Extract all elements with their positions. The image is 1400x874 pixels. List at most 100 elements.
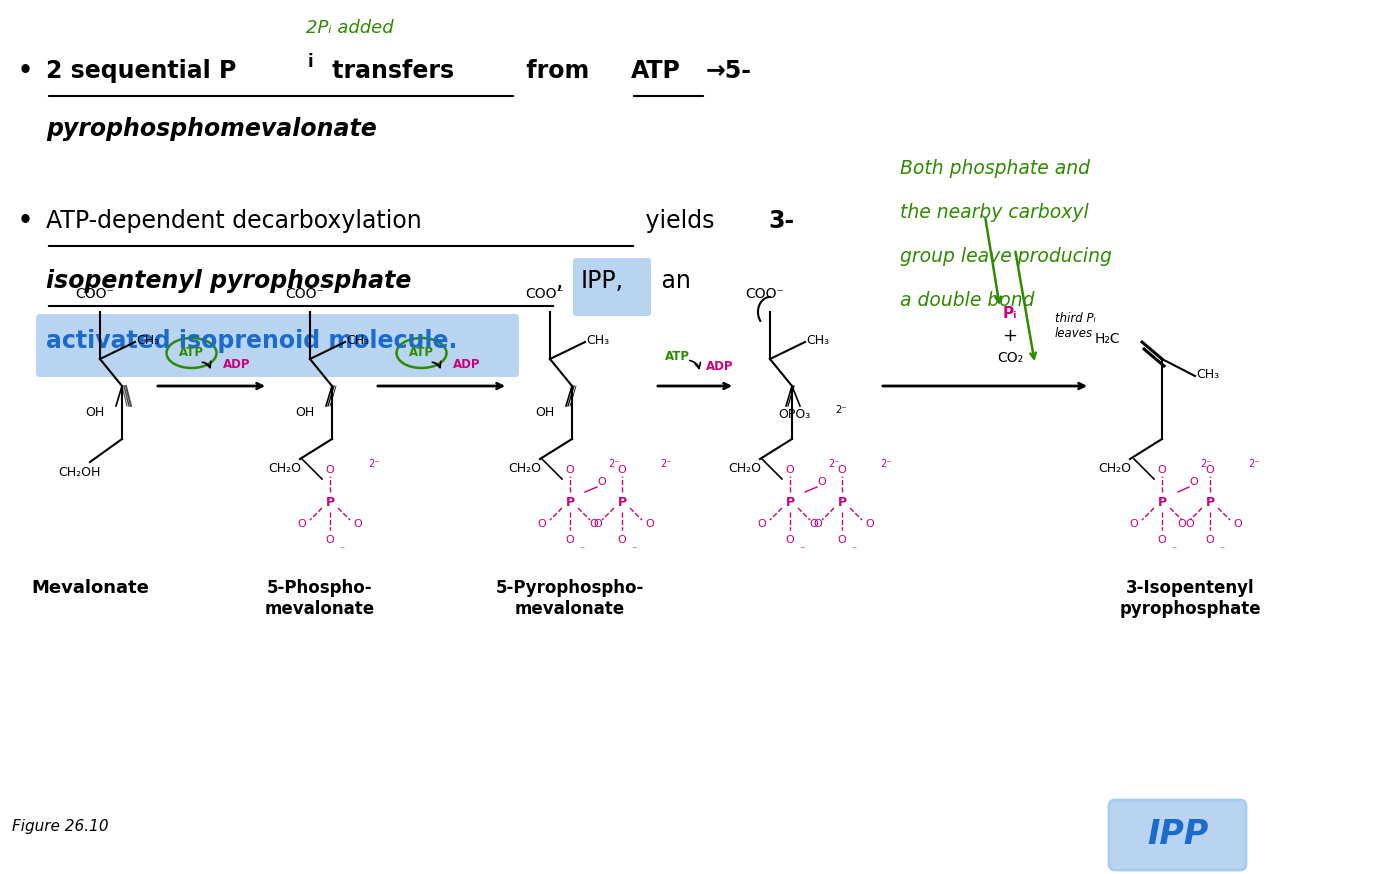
Text: O: O xyxy=(298,519,307,529)
Text: OPO₃: OPO₃ xyxy=(778,407,811,420)
Text: ⁻: ⁻ xyxy=(580,545,584,555)
Text: O: O xyxy=(1190,477,1198,487)
Text: →5-: →5- xyxy=(706,59,752,83)
Text: O: O xyxy=(1233,519,1242,529)
Text: 2⁻: 2⁻ xyxy=(827,459,840,469)
Text: O: O xyxy=(617,465,626,475)
Text: O: O xyxy=(865,519,875,529)
Text: 2⁻: 2⁻ xyxy=(659,459,672,469)
Text: O: O xyxy=(617,535,626,545)
Text: COO⁻: COO⁻ xyxy=(745,287,784,301)
Text: •: • xyxy=(18,209,34,233)
Text: ATP-dependent decarboxylation: ATP-dependent decarboxylation xyxy=(46,209,421,233)
Text: O: O xyxy=(837,535,847,545)
Text: CO₂: CO₂ xyxy=(997,351,1023,365)
Text: P: P xyxy=(1158,496,1166,509)
Text: 2 sequential P: 2 sequential P xyxy=(46,59,237,83)
Text: O: O xyxy=(566,465,574,475)
Text: O: O xyxy=(354,519,363,529)
Text: 2Pᵢ added: 2Pᵢ added xyxy=(307,19,393,37)
Text: O: O xyxy=(326,465,335,475)
Text: IPP: IPP xyxy=(1148,818,1208,851)
Text: third Pᵢ
leaves: third Pᵢ leaves xyxy=(1056,312,1096,340)
Text: Both phosphate and: Both phosphate and xyxy=(900,159,1091,178)
Text: P: P xyxy=(1205,496,1215,509)
Text: Figure 26.10: Figure 26.10 xyxy=(13,819,109,834)
Text: •: • xyxy=(18,59,34,83)
Text: 2⁻: 2⁻ xyxy=(608,459,619,469)
Text: O: O xyxy=(1177,519,1186,529)
Text: O: O xyxy=(538,519,546,529)
Text: OH: OH xyxy=(535,406,554,419)
Text: CH₃: CH₃ xyxy=(587,334,609,346)
Text: a double bond: a double bond xyxy=(900,291,1035,310)
Text: an: an xyxy=(654,269,690,293)
Text: O: O xyxy=(645,519,654,529)
Text: 3-Isopentenyl
pyrophosphate: 3-Isopentenyl pyrophosphate xyxy=(1119,579,1261,618)
Text: 2⁻: 2⁻ xyxy=(1247,459,1260,469)
Text: 2⁻: 2⁻ xyxy=(1200,459,1211,469)
Text: ATP: ATP xyxy=(665,350,689,363)
FancyBboxPatch shape xyxy=(36,314,519,377)
Text: pyrophosphomevalonate: pyrophosphomevalonate xyxy=(46,117,377,141)
Text: transfers: transfers xyxy=(323,59,454,83)
Text: ⁻: ⁻ xyxy=(1170,545,1176,555)
Text: ⁻: ⁻ xyxy=(1219,545,1224,555)
Text: +: + xyxy=(1002,327,1018,345)
Text: the nearby carboxyl: the nearby carboxyl xyxy=(900,203,1089,222)
Text: ,: , xyxy=(556,269,571,293)
Text: 2⁻: 2⁻ xyxy=(881,459,892,469)
Text: Mevalonate: Mevalonate xyxy=(31,579,148,597)
Text: 5-Pyrophospho-
mevalonate: 5-Pyrophospho- mevalonate xyxy=(496,579,644,618)
Text: O: O xyxy=(837,465,847,475)
Text: OH: OH xyxy=(295,406,314,419)
Text: O: O xyxy=(594,519,602,529)
Text: P: P xyxy=(566,496,574,509)
Text: ⁻: ⁻ xyxy=(851,545,857,555)
Text: ATP: ATP xyxy=(179,346,204,359)
Text: O: O xyxy=(1158,535,1166,545)
Text: O: O xyxy=(589,519,598,529)
Text: IPP,: IPP, xyxy=(581,269,624,293)
Text: ADP: ADP xyxy=(706,359,734,372)
Text: O: O xyxy=(566,535,574,545)
Text: ADP: ADP xyxy=(223,357,251,371)
Text: P: P xyxy=(325,496,335,509)
Text: O: O xyxy=(1205,535,1214,545)
Text: O: O xyxy=(1130,519,1138,529)
Text: 3-: 3- xyxy=(769,209,794,233)
Text: Pᵢ: Pᵢ xyxy=(1002,307,1018,322)
Text: from: from xyxy=(518,59,598,83)
Text: ⁻: ⁻ xyxy=(339,545,344,555)
Text: P: P xyxy=(837,496,847,509)
Text: ADP: ADP xyxy=(452,357,480,371)
Text: CH₃: CH₃ xyxy=(1196,367,1219,380)
Text: CH₂O: CH₂O xyxy=(508,461,540,475)
FancyBboxPatch shape xyxy=(573,258,651,316)
Text: CH₃: CH₃ xyxy=(346,334,370,346)
Text: O: O xyxy=(785,535,794,545)
Text: O: O xyxy=(1205,465,1214,475)
Text: O: O xyxy=(757,519,766,529)
Text: P: P xyxy=(785,496,795,509)
Text: O: O xyxy=(598,477,606,487)
Text: CH₃: CH₃ xyxy=(806,334,829,346)
Text: COO⁻: COO⁻ xyxy=(525,287,564,301)
Text: yields: yields xyxy=(638,209,722,233)
Text: activated isoprenoid molecule.: activated isoprenoid molecule. xyxy=(46,329,458,353)
Text: O: O xyxy=(813,519,822,529)
Text: OH: OH xyxy=(85,406,104,419)
Text: CH₂O: CH₂O xyxy=(267,461,301,475)
Text: O: O xyxy=(785,465,794,475)
Text: O: O xyxy=(1158,465,1166,475)
Text: O: O xyxy=(818,477,826,487)
Text: CH₂O: CH₂O xyxy=(1098,461,1131,475)
Text: group leave producing: group leave producing xyxy=(900,247,1112,266)
Text: ATP: ATP xyxy=(631,59,680,83)
Text: ATP: ATP xyxy=(409,346,434,359)
Text: 2⁻: 2⁻ xyxy=(368,459,379,469)
Text: ⁻: ⁻ xyxy=(631,545,636,555)
Text: COO⁻: COO⁻ xyxy=(286,287,323,301)
Text: O: O xyxy=(1186,519,1194,529)
Text: i: i xyxy=(308,53,314,71)
